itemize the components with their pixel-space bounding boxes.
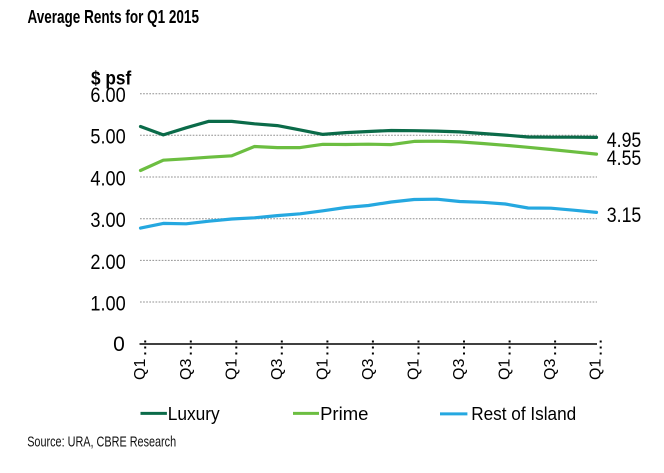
svg-text:Average Rents for Q1 2015: Average Rents for Q1 2015: [28, 7, 199, 28]
svg-text:Q1: Q1: [223, 359, 240, 380]
svg-text:6.00: 6.00: [90, 84, 125, 107]
svg-text:Q1: Q1: [132, 359, 149, 380]
svg-text:3.15: 3.15: [607, 204, 642, 227]
svg-text:Q3: Q3: [269, 359, 286, 380]
svg-text:0: 0: [113, 333, 125, 356]
svg-text:Source: URA, CBRE Research: Source: URA, CBRE Research: [27, 433, 176, 450]
svg-text:Q3: Q3: [451, 359, 468, 380]
svg-text:Q1: Q1: [406, 359, 423, 380]
svg-text:Q1: Q1: [588, 359, 605, 380]
svg-text:Q3: Q3: [360, 359, 377, 380]
svg-text:1.00: 1.00: [90, 292, 125, 315]
svg-text:Rest of Island: Rest of Island: [471, 403, 576, 424]
svg-text:Q1: Q1: [497, 359, 514, 380]
svg-text:Q3: Q3: [178, 359, 195, 380]
svg-text:Q3: Q3: [542, 359, 559, 380]
svg-text:4.95: 4.95: [607, 129, 642, 152]
svg-text:5.00: 5.00: [90, 126, 125, 149]
svg-text:$ psf: $ psf: [91, 69, 132, 90]
svg-text:4.00: 4.00: [90, 167, 125, 190]
svg-text:4.55: 4.55: [607, 147, 642, 170]
svg-text:2.00: 2.00: [90, 251, 125, 274]
svg-text:3.00: 3.00: [90, 209, 125, 232]
svg-text:Luxury: Luxury: [168, 403, 221, 424]
svg-text:Q1: Q1: [314, 359, 331, 380]
svg-text:Prime: Prime: [320, 403, 368, 424]
